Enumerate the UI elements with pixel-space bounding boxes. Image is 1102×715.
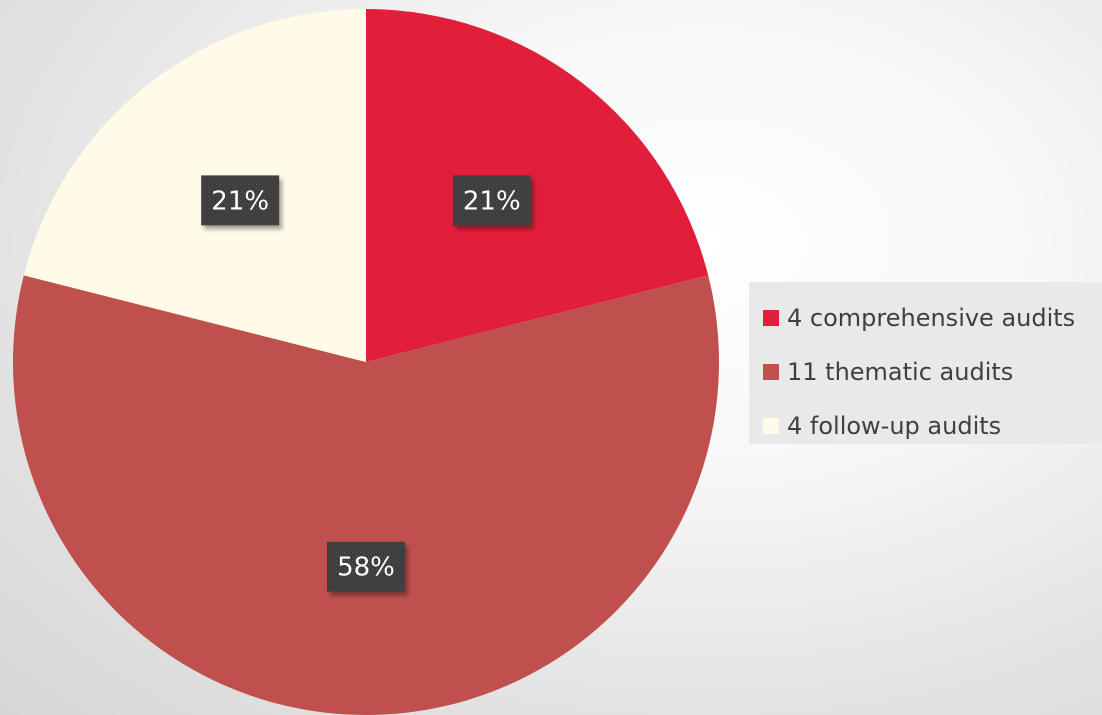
data-label-text: 58% [337, 553, 395, 583]
data-label-follow-up: 21% [201, 175, 280, 226]
legend-swatch [763, 310, 779, 326]
chart-legend: 4 comprehensive audits 11 thematic audit… [749, 282, 1102, 444]
data-label-comprehensive: 21% [452, 175, 531, 226]
pie-slice-thematic [13, 275, 720, 715]
legend-swatch [763, 418, 779, 434]
legend-item-thematic: 11 thematic audits [763, 345, 1102, 399]
pie-slice-comprehensive [366, 9, 709, 362]
data-label-box [201, 175, 280, 226]
data-label-box [452, 175, 531, 226]
legend-swatch [763, 364, 779, 380]
legend-item-follow-up: 4 follow-up audits [763, 399, 1102, 453]
legend-label: 4 follow-up audits [787, 412, 1002, 440]
legend-label: 4 comprehensive audits [787, 304, 1076, 332]
data-label-text: 21% [463, 186, 521, 216]
legend-item-comprehensive: 4 comprehensive audits [763, 291, 1102, 345]
data-label-thematic: 58% [327, 541, 405, 592]
legend-label: 11 thematic audits [787, 358, 1014, 386]
pie-slice-follow-up [23, 9, 367, 362]
data-label-box [327, 541, 405, 592]
data-label-text: 21% [211, 186, 269, 216]
